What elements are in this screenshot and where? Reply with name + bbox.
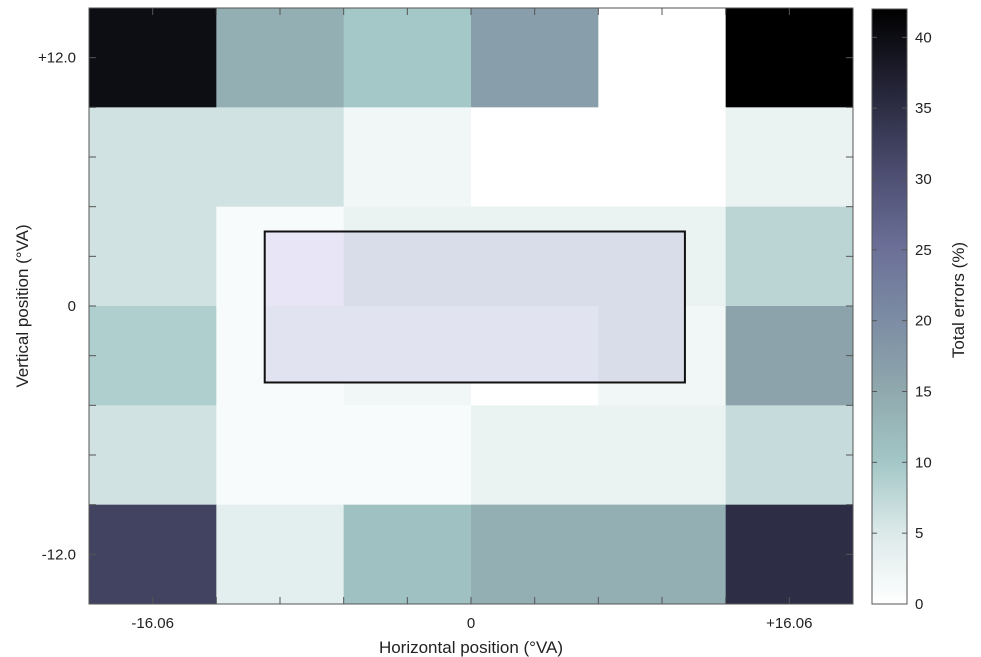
heatmap-cell <box>725 306 854 406</box>
x-tick-label: 0 <box>467 615 475 632</box>
colorbar <box>871 8 908 605</box>
heatmap-cell <box>89 107 217 208</box>
x-tick-labels: -16.06 0 +16.06 <box>131 615 812 632</box>
heatmap-cell <box>725 405 854 506</box>
heatmap-cell <box>89 206 217 307</box>
colorbar-tick-label: 40 <box>915 29 932 46</box>
overlay-cell <box>343 231 472 307</box>
heatmap-cell <box>471 107 599 208</box>
y-tick-label: +12.0 <box>38 50 76 67</box>
heatmap-cell <box>598 504 727 605</box>
colorbar-tick-label: 30 <box>915 171 932 188</box>
heatmap-cell <box>343 405 472 506</box>
heatmap-cell <box>343 107 472 208</box>
heatmap-cell <box>598 8 727 108</box>
overlay-cell <box>598 306 685 383</box>
y-tick-labels: +12.0 0 -12.0 <box>38 50 76 564</box>
colorbar-tick-label: 25 <box>915 242 932 259</box>
overlay-cell <box>343 306 472 383</box>
heatmap-cell <box>471 8 599 108</box>
heatmap-cell <box>343 504 472 605</box>
y-axis-label: Vertical position (°VA) <box>13 224 32 387</box>
heatmap-cell <box>343 8 472 108</box>
heatmap-cell <box>725 206 854 307</box>
y-tick-label: 0 <box>68 298 76 315</box>
overlay-cell <box>264 306 345 383</box>
colorbar-label: Total errors (%) <box>949 242 968 358</box>
region-overlay <box>264 231 685 383</box>
x-axis-label: Horizontal position (°VA) <box>379 638 563 657</box>
overlay-cell <box>264 231 345 307</box>
heatmap-cell <box>216 405 345 506</box>
heatmap-cell <box>89 8 217 108</box>
heatmap-cell <box>216 504 345 605</box>
overlay-cell <box>471 231 599 307</box>
heatmap-cell <box>89 306 217 406</box>
heatmap-cell <box>598 405 727 506</box>
x-tick-label: -16.06 <box>131 615 174 632</box>
colorbar-tick-label: 10 <box>915 454 932 471</box>
colorbar-tick-label: 15 <box>915 384 932 401</box>
heatmap-cell <box>471 405 599 506</box>
heatmap-cell <box>471 504 599 605</box>
axis-ticks <box>89 8 853 604</box>
heatmap-cell <box>89 504 217 605</box>
heatmap-cell <box>216 107 345 208</box>
heatmap-cell <box>598 107 727 208</box>
colorbar-tick-label: 5 <box>915 525 923 542</box>
heatmap-cell <box>725 8 854 108</box>
heatmap-cell <box>725 504 854 605</box>
heatmap-cell <box>725 107 854 208</box>
y-tick-label: -12.0 <box>42 546 76 563</box>
overlay-cell <box>471 306 599 383</box>
colorbar-tick-label: 35 <box>915 100 932 117</box>
colorbar-ticks: 0 5 10 15 20 25 30 35 40 <box>872 29 932 613</box>
x-tick-label: +16.06 <box>766 615 812 632</box>
heatmap-cell <box>89 405 217 506</box>
overlay-cell <box>598 231 685 307</box>
heatmap-cell <box>216 8 345 108</box>
colorbar-tick-label: 20 <box>915 313 932 330</box>
highlight-box <box>263 230 686 384</box>
colorbar-tick-label: 0 <box>915 596 923 613</box>
